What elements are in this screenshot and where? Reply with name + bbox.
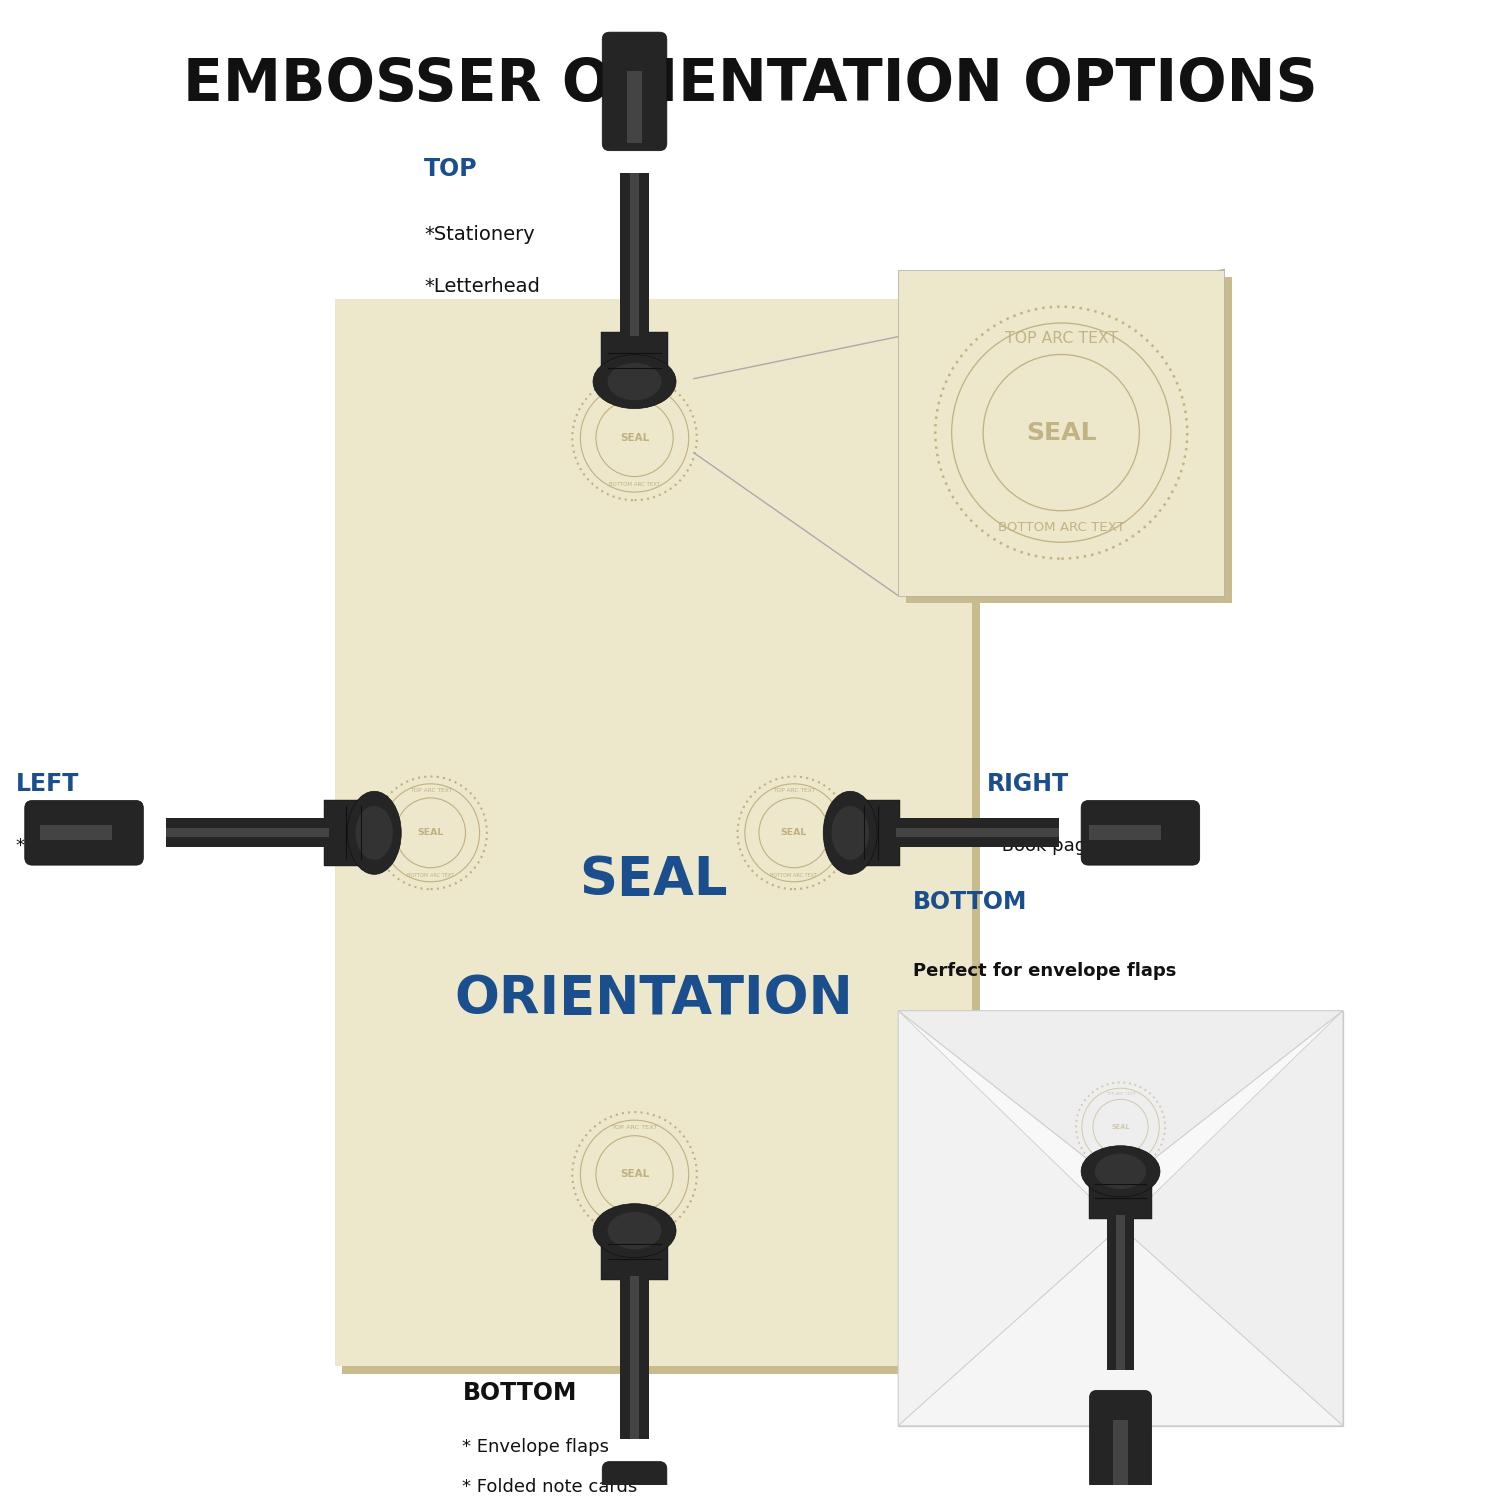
Bar: [627, 1492, 642, 1500]
Bar: [620, 1276, 650, 1440]
Polygon shape: [898, 1011, 1342, 1185]
Text: TOP ARC TEXT: TOP ARC TEXT: [612, 388, 658, 394]
Bar: [898, 1011, 1342, 1425]
Bar: [630, 172, 639, 336]
FancyBboxPatch shape: [1089, 1390, 1152, 1500]
Bar: [165, 819, 328, 848]
Text: or bottom of page seals: or bottom of page seals: [914, 1011, 1154, 1029]
Bar: [906, 278, 1232, 603]
Bar: [620, 172, 650, 336]
Text: * Folded note cards: * Folded note cards: [462, 1478, 638, 1496]
Text: TOP ARC TEXT: TOP ARC TEXT: [410, 788, 452, 794]
Bar: [630, 1276, 639, 1440]
FancyBboxPatch shape: [602, 1461, 668, 1500]
FancyBboxPatch shape: [602, 32, 668, 150]
Ellipse shape: [608, 1212, 662, 1249]
Text: *Stationery: *Stationery: [424, 225, 534, 245]
Text: BOTTOM ARC TEXT: BOTTOM ARC TEXT: [998, 520, 1125, 534]
Bar: [39, 825, 112, 840]
Polygon shape: [1120, 1011, 1342, 1425]
Ellipse shape: [824, 792, 878, 874]
Text: *Letterhead: *Letterhead: [424, 278, 540, 296]
Polygon shape: [898, 1011, 1120, 1425]
Text: TOP ARC TEXT: TOP ARC TEXT: [612, 1125, 658, 1130]
Bar: [1113, 1420, 1128, 1490]
Text: *Not Common: *Not Common: [16, 837, 144, 855]
Bar: [342, 306, 980, 1374]
Ellipse shape: [592, 1203, 676, 1257]
Text: BOTTOM ARC TEXT: BOTTOM ARC TEXT: [609, 482, 660, 488]
Text: BOTTOM ARC TEXT: BOTTOM ARC TEXT: [406, 873, 454, 877]
Bar: [627, 70, 642, 144]
Text: LEFT: LEFT: [16, 772, 80, 796]
Text: TOP: TOP: [424, 156, 477, 180]
Bar: [1107, 1215, 1134, 1370]
Text: Perfect for envelope flaps: Perfect for envelope flaps: [914, 962, 1176, 980]
Text: ORIENTATION: ORIENTATION: [454, 974, 854, 1024]
Bar: [602, 1239, 668, 1281]
Ellipse shape: [592, 354, 676, 408]
Text: SEAL: SEAL: [780, 828, 807, 837]
Polygon shape: [898, 1227, 1342, 1425]
Text: SEAL: SEAL: [620, 433, 650, 442]
Text: BOTTOM ARC TEXT: BOTTOM ARC TEXT: [609, 1218, 660, 1224]
Text: BOTTOM: BOTTOM: [914, 891, 1028, 915]
Text: * Envelope flaps: * Envelope flaps: [462, 1437, 609, 1455]
Bar: [324, 800, 366, 865]
Ellipse shape: [608, 363, 662, 401]
Text: EMBOSSER ORIENTATION OPTIONS: EMBOSSER ORIENTATION OPTIONS: [183, 56, 1317, 112]
Text: SEAL: SEAL: [1112, 1124, 1130, 1130]
Bar: [165, 828, 328, 837]
Ellipse shape: [1095, 1154, 1146, 1190]
Text: RIGHT: RIGHT: [987, 772, 1070, 796]
Ellipse shape: [1082, 1146, 1160, 1197]
Text: SEAL: SEAL: [417, 828, 444, 837]
Bar: [896, 819, 1059, 848]
Text: SEAL: SEAL: [579, 855, 728, 906]
Bar: [1116, 1215, 1125, 1370]
Ellipse shape: [348, 792, 400, 874]
Bar: [898, 270, 1224, 596]
Bar: [858, 800, 900, 865]
Bar: [896, 828, 1059, 837]
Text: SEAL: SEAL: [1026, 420, 1096, 444]
Ellipse shape: [831, 806, 868, 859]
Bar: [1089, 1179, 1152, 1218]
FancyBboxPatch shape: [26, 801, 144, 865]
Text: SEAL: SEAL: [620, 1170, 650, 1179]
Bar: [334, 298, 972, 1366]
Ellipse shape: [356, 806, 393, 859]
Text: TOP ARC TEXT: TOP ARC TEXT: [1106, 1092, 1136, 1095]
Text: * Book page: * Book page: [987, 837, 1098, 855]
Bar: [602, 332, 668, 374]
Text: BOTTOM ARC TEXT: BOTTOM ARC TEXT: [771, 873, 818, 877]
Text: TOP ARC TEXT: TOP ARC TEXT: [772, 788, 814, 794]
Text: BOTTOM ARC TEXT: BOTTOM ARC TEXT: [1104, 1158, 1137, 1162]
Bar: [1089, 825, 1161, 840]
Text: TOP ARC TEXT: TOP ARC TEXT: [1005, 330, 1118, 345]
FancyBboxPatch shape: [1082, 801, 1200, 865]
Text: BOTTOM: BOTTOM: [462, 1382, 578, 1406]
